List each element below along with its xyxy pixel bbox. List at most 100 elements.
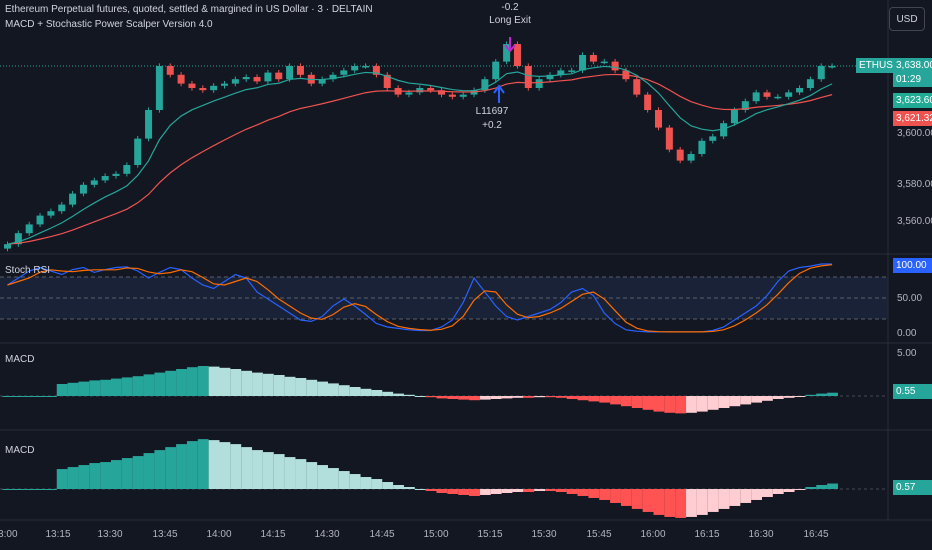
macd-bar-2 xyxy=(620,489,632,506)
macd-bar-2 xyxy=(577,489,589,496)
candle xyxy=(503,44,511,62)
candle xyxy=(687,154,695,161)
ema-slow-tag: 3,621.32 xyxy=(893,111,932,126)
macd-bar xyxy=(241,370,253,396)
candle xyxy=(123,165,131,174)
candle xyxy=(286,66,294,80)
candle xyxy=(459,94,467,97)
macd-bar-2 xyxy=(67,467,79,489)
macd-bar xyxy=(783,396,795,398)
macd-bar-2 xyxy=(186,441,198,489)
candle xyxy=(90,180,98,185)
macd-bar xyxy=(219,367,231,396)
macd-bar xyxy=(740,396,752,405)
macd-bar-2 xyxy=(469,489,480,496)
candle xyxy=(568,70,576,72)
macd-bar xyxy=(360,388,372,396)
macd-bar-2 xyxy=(208,440,220,489)
candle xyxy=(546,74,554,80)
macd-title-2[interactable]: MACD xyxy=(5,445,35,456)
time-axis-label: 15:45 xyxy=(586,529,612,540)
candle xyxy=(481,79,489,91)
candle xyxy=(676,149,684,161)
macd-bar xyxy=(566,396,578,399)
macd-bar-2 xyxy=(631,489,643,509)
macd-bar-2 xyxy=(273,454,285,489)
indicator-title[interactable]: MACD + Stochastic Power Scalper Version … xyxy=(5,19,213,30)
macd-bar-2 xyxy=(382,482,394,489)
macd-bar xyxy=(772,396,784,399)
macd-bar xyxy=(197,366,209,396)
macd-bar xyxy=(176,369,187,396)
macd-title[interactable]: MACD xyxy=(5,354,35,365)
candle xyxy=(741,101,749,110)
macd-bar-2 xyxy=(24,489,36,490)
macd-bar xyxy=(208,366,220,396)
macd-bar-2 xyxy=(328,468,339,489)
macd-bar xyxy=(523,396,535,398)
candle xyxy=(145,110,153,139)
macd-bar-2 xyxy=(176,444,187,489)
macd-bar-2 xyxy=(805,487,817,489)
ema-slow-line xyxy=(7,73,833,245)
macd-bar-2 xyxy=(349,474,361,489)
macd-bar xyxy=(675,396,687,414)
macd-bar xyxy=(143,374,155,396)
macd-bar xyxy=(154,372,166,396)
macd-bar xyxy=(165,370,177,396)
macd-bar-2 xyxy=(512,489,524,492)
time-axis-label: 14:45 xyxy=(369,529,395,540)
candle xyxy=(644,94,652,110)
macd-bar-2 xyxy=(111,460,122,489)
macd-bar xyxy=(577,396,589,401)
stoch-axis-label: 0.00 xyxy=(897,328,917,339)
exit-pnl-label: -0.2 xyxy=(501,2,519,13)
macd-bar-2 xyxy=(686,489,697,517)
candle xyxy=(221,83,228,86)
candle xyxy=(600,61,608,64)
macd-bar xyxy=(371,390,383,396)
candle xyxy=(275,72,283,80)
macd-bar-2 xyxy=(664,489,676,517)
macd-bar xyxy=(393,393,404,396)
entry-label: L11697 xyxy=(475,106,509,117)
candle xyxy=(752,92,760,102)
macd-bar-2 xyxy=(100,462,111,489)
macd-bar-2 xyxy=(35,489,46,490)
macd-bar-2 xyxy=(165,447,177,489)
macd-bar-2 xyxy=(827,483,838,489)
candle xyxy=(416,88,424,93)
candle xyxy=(785,92,793,97)
candle xyxy=(199,88,207,91)
macd-bar xyxy=(295,378,307,396)
price-axis-label: 3,600.00 xyxy=(897,128,932,139)
macd-bar-2 xyxy=(338,471,350,489)
macd-bar-2 xyxy=(772,489,784,494)
time-axis-label: 13:30 xyxy=(97,529,123,540)
macd-bar xyxy=(718,396,730,408)
time-axis-label: 16:30 xyxy=(748,529,774,540)
candle xyxy=(329,74,337,80)
macd-bar xyxy=(403,394,415,396)
macd-bar-2 xyxy=(2,489,14,490)
time-axis-label: 15:30 xyxy=(531,529,557,540)
macd-bar-2 xyxy=(523,489,535,492)
candle xyxy=(427,88,435,91)
macd-bar-2 xyxy=(740,489,752,503)
stoch-value-tag: 100.00 xyxy=(893,258,932,273)
macd-bar-2 xyxy=(425,489,437,491)
candle xyxy=(242,77,250,80)
macd-bar xyxy=(620,396,632,407)
currency-button[interactable]: USD xyxy=(889,7,925,31)
candle xyxy=(362,66,370,68)
macd-bar xyxy=(252,372,263,396)
macd-bar xyxy=(56,384,68,396)
macd-bar-2 xyxy=(534,489,545,491)
macd-bar xyxy=(490,396,502,399)
candle xyxy=(166,66,174,75)
stoch-rsi-title[interactable]: Stoch RSI xyxy=(5,265,51,276)
macd-bar xyxy=(35,396,46,397)
macd-bar xyxy=(696,396,708,412)
candle xyxy=(763,92,771,97)
